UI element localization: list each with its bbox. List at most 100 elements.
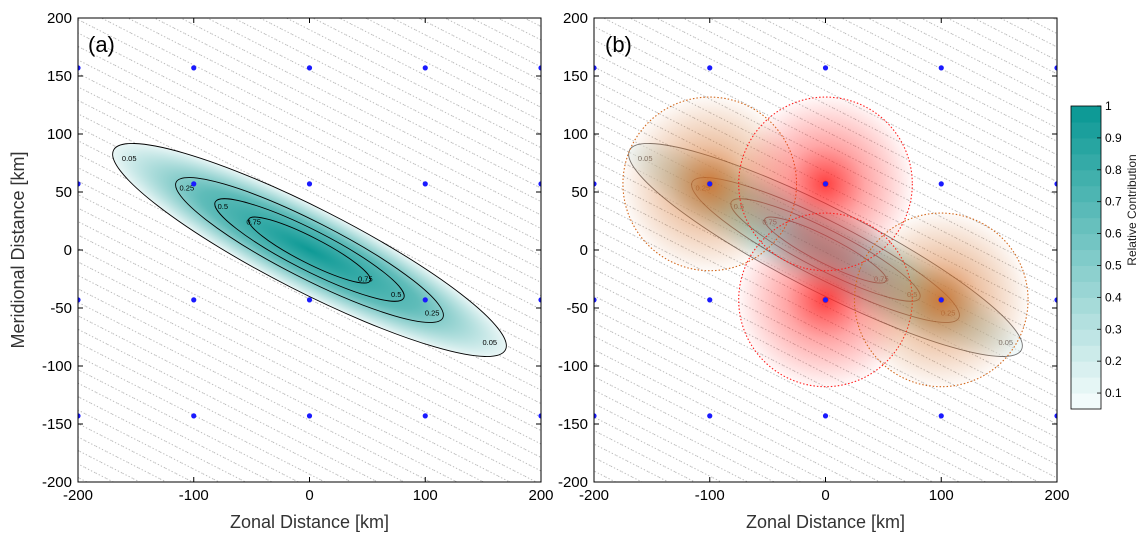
station-point bbox=[938, 65, 944, 71]
panel-b: 0.050.050.250.250.50.50.750.75 -200-1000… bbox=[558, 10, 1070, 532]
station-point bbox=[538, 297, 541, 303]
y-tick-label: 150 bbox=[47, 68, 72, 85]
y-tick-label: -100 bbox=[42, 358, 72, 375]
y-tick-label: 100 bbox=[563, 126, 588, 143]
x-axis-label-a: Zonal Distance [km] bbox=[230, 512, 389, 532]
colorbar-tick-label: 0.3 bbox=[1105, 322, 1122, 336]
colorbar-segment bbox=[1071, 265, 1101, 282]
station-point bbox=[306, 413, 313, 419]
station-point bbox=[938, 181, 944, 187]
field-fill bbox=[112, 143, 507, 357]
station-point bbox=[938, 413, 944, 419]
station-point bbox=[78, 413, 81, 419]
station-point bbox=[306, 297, 313, 303]
colorbar-tick-label: 0.8 bbox=[1105, 163, 1122, 177]
y-tick-label: 50 bbox=[55, 184, 72, 201]
station-point bbox=[78, 181, 81, 187]
contour-label: 0.25 bbox=[425, 308, 440, 317]
contour-line bbox=[214, 198, 405, 302]
colorbar-segment bbox=[1071, 217, 1101, 235]
influence-circle-outline bbox=[853, 212, 1029, 388]
station-point bbox=[822, 297, 829, 303]
y-tick-label: 200 bbox=[47, 10, 72, 27]
station-point bbox=[191, 297, 197, 303]
colorbar-segment bbox=[1071, 313, 1101, 330]
station-point bbox=[422, 413, 428, 419]
panel-a: 0.05 0.05 0.25 0.25 0.5 0.5 0.75 0.75 -200 -100 0… bbox=[8, 10, 554, 532]
x-tick-label: 0 bbox=[305, 487, 313, 504]
contribution-field-a: 0.05 0.05 0.25 0.25 0.5 0.5 0.75 0.75 bbox=[112, 143, 507, 357]
y-tick-label: -200 bbox=[42, 474, 72, 491]
colorbar-segment bbox=[1071, 153, 1101, 171]
ticks-a: -200 -100 0 100 200 -200 -150 -100 -50 0 50 100 150 2… bbox=[42, 10, 554, 504]
station-point bbox=[594, 181, 597, 187]
colorbar-segment bbox=[1071, 106, 1101, 123]
colorbar-segment bbox=[1071, 297, 1101, 314]
x-tick-label: -100 bbox=[695, 487, 725, 504]
contour-label: 0.75 bbox=[358, 274, 373, 283]
station-point bbox=[191, 65, 197, 71]
y-tick-label: -100 bbox=[558, 358, 588, 375]
station-point bbox=[538, 413, 541, 419]
colorbar: 0.1 0.2 0.3 0.4 0.5 0.6 0.7 0.8 0.9 1 Relative Co… bbox=[1070, 99, 1139, 410]
y-tick-label: -50 bbox=[50, 300, 72, 317]
station-point bbox=[822, 181, 829, 187]
colorbar-segment bbox=[1071, 233, 1101, 251]
y-tick-label: -50 bbox=[566, 300, 588, 317]
station-point bbox=[822, 65, 829, 71]
station-point bbox=[306, 181, 313, 187]
colorbar-tick-label: 1 bbox=[1105, 99, 1112, 113]
station-point bbox=[822, 413, 829, 419]
colorbar-segment bbox=[1071, 249, 1101, 266]
contour-label: 0.5 bbox=[218, 202, 228, 211]
colorbar-segment bbox=[1071, 121, 1101, 139]
y-tick-label: 0 bbox=[580, 242, 588, 259]
station-point bbox=[594, 65, 597, 71]
x-tick-label: 200 bbox=[528, 487, 553, 504]
y-tick-label: 50 bbox=[571, 184, 588, 201]
contour-label: 0.5 bbox=[391, 290, 401, 299]
station-point bbox=[594, 297, 597, 303]
colorbar-tick-label: 0.1 bbox=[1105, 386, 1122, 400]
station-point bbox=[938, 297, 944, 303]
station-points-a bbox=[78, 65, 541, 419]
contour-line bbox=[175, 177, 444, 323]
y-tick-label: -200 bbox=[558, 474, 588, 491]
colorbar-tick-label: 0.6 bbox=[1105, 227, 1122, 241]
contour-label: 0.05 bbox=[122, 154, 137, 163]
colorbar-tick-label: 0.4 bbox=[1105, 290, 1122, 304]
x-tick-label: -200 bbox=[63, 487, 93, 504]
station-point bbox=[707, 297, 713, 303]
y-tick-label: -150 bbox=[558, 416, 588, 433]
y-tick-label: 0 bbox=[64, 242, 72, 259]
station-point bbox=[707, 65, 713, 71]
station-point bbox=[1054, 65, 1057, 71]
contour-line bbox=[112, 143, 507, 357]
station-point bbox=[191, 181, 197, 187]
station-point bbox=[1054, 297, 1057, 303]
contour-label: 0.05 bbox=[482, 338, 497, 347]
colorbar-segment bbox=[1071, 393, 1101, 410]
panel-label-b: (b) bbox=[605, 32, 632, 57]
ticks-b: -200 -100 0 100 200 -200 -150 -100 -50 0 50 100 150 2… bbox=[558, 10, 1070, 504]
colorbar-tick-label: 0.2 bbox=[1105, 354, 1122, 368]
station-point bbox=[306, 65, 313, 71]
station-point bbox=[538, 181, 541, 187]
colorbar-segment bbox=[1071, 137, 1101, 155]
y-tick-label: 200 bbox=[563, 10, 588, 27]
colorbar-segment bbox=[1071, 169, 1101, 187]
colorbar-segment bbox=[1071, 361, 1101, 378]
colorbar-body bbox=[1070, 105, 1102, 410]
x-tick-label: 100 bbox=[413, 487, 438, 504]
colorbar-segment bbox=[1071, 281, 1101, 298]
station-point bbox=[422, 181, 428, 187]
x-axis-label-b: Zonal Distance [km] bbox=[746, 512, 905, 532]
x-tick-label: -100 bbox=[179, 487, 209, 504]
colorbar-segment bbox=[1071, 377, 1101, 394]
station-point bbox=[422, 65, 428, 71]
panel-label-a: (a) bbox=[88, 32, 115, 57]
x-tick-label: -200 bbox=[579, 487, 609, 504]
station-point bbox=[191, 413, 197, 419]
colorbar-segment bbox=[1071, 345, 1101, 362]
